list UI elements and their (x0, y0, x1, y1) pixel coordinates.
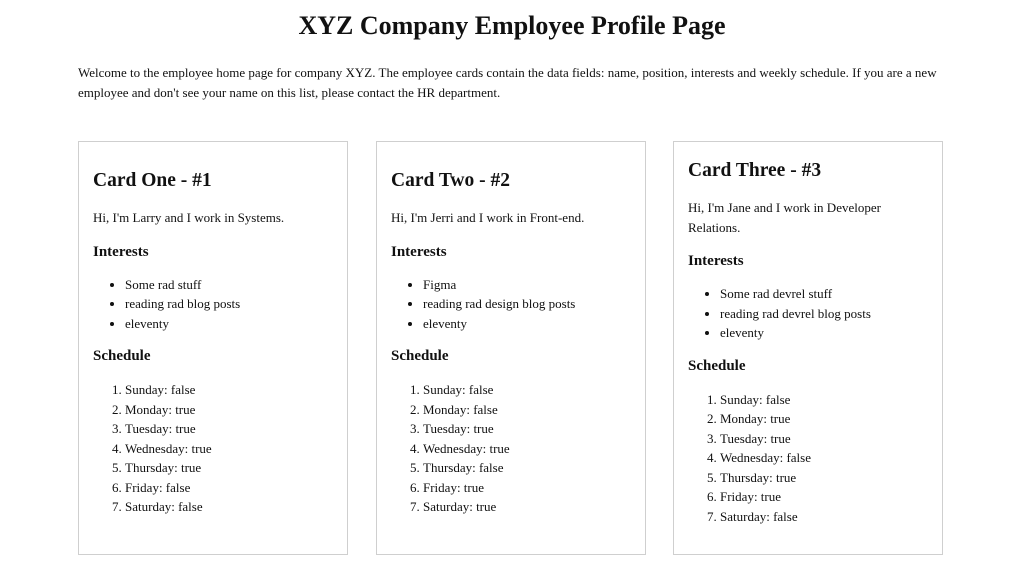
schedule-heading: Schedule (391, 348, 449, 364)
schedule-list: Sunday: false Monday: false Tuesday: tru… (391, 380, 631, 517)
interest-item: reading rad devrel blog posts (720, 304, 928, 324)
schedule-item: Saturday: false (720, 507, 928, 527)
schedule-item: Monday: true (125, 400, 333, 420)
card-bio: Hi, I'm Jane and I work in Developer Rel… (688, 200, 881, 235)
employee-card: Card One - #1 Hi, I'm Larry and I work i… (78, 141, 348, 555)
schedule-list: Sunday: false Monday: true Tuesday: true… (688, 390, 928, 527)
schedule-item: Wednesday: true (125, 439, 333, 459)
intro-paragraph: Welcome to the employee home page for co… (78, 65, 937, 100)
interests-heading: Interests (93, 243, 149, 260)
schedule-item: Saturday: true (423, 497, 631, 517)
interest-item: reading rad design blog posts (423, 294, 631, 314)
card-bio: Hi, I'm Larry and I work in Systems. (93, 210, 285, 225)
schedule-item: Wednesday: false (720, 448, 928, 468)
card-heading: Card Three - #3 (688, 160, 822, 181)
interest-item: eleventy (720, 323, 928, 343)
employee-card: Card Two - #2 Hi, I'm Jerri and I work i… (376, 141, 646, 555)
employee-card: Card Three - #3 Hi, I'm Jane and I work … (673, 141, 943, 555)
schedule-item: Tuesday: true (720, 429, 928, 449)
schedule-list: Sunday: false Monday: true Tuesday: true… (93, 380, 333, 517)
interests-list: Some rad stuff reading rad blog posts el… (93, 275, 333, 334)
employee-cards: Card One - #1 Hi, I'm Larry and I work i… (78, 141, 958, 561)
schedule-item: Wednesday: true (423, 439, 631, 459)
card-heading: Card One - #1 (93, 170, 212, 191)
interest-item: Some rad stuff (125, 275, 333, 295)
schedule-item: Thursday: false (423, 458, 631, 478)
schedule-item: Friday: false (125, 478, 333, 498)
schedule-item: Sunday: false (720, 390, 928, 410)
schedule-heading: Schedule (93, 348, 151, 364)
interest-item: eleventy (423, 314, 631, 334)
schedule-item: Sunday: false (423, 380, 631, 400)
interest-item: eleventy (125, 314, 333, 334)
schedule-item: Friday: true (720, 487, 928, 507)
interests-list: Some rad devrel stuff reading rad devrel… (688, 284, 928, 343)
interests-list: Figma reading rad design blog posts elev… (391, 275, 631, 334)
schedule-heading: Schedule (688, 357, 746, 374)
interests-heading: Interests (391, 243, 447, 260)
card-heading: Card Two - #2 (391, 170, 510, 191)
schedule-item: Thursday: true (125, 458, 333, 478)
schedule-item: Friday: true (423, 478, 631, 498)
card-bio: Hi, I'm Jerri and I work in Front-end. (391, 210, 585, 225)
schedule-item: Sunday: false (125, 380, 333, 400)
schedule-item: Tuesday: true (125, 419, 333, 439)
schedule-item: Thursday: true (720, 468, 928, 488)
schedule-item: Saturday: false (125, 497, 333, 517)
interest-item: Some rad devrel stuff (720, 284, 928, 304)
interests-heading: Interests (688, 253, 744, 269)
schedule-item: Tuesday: true (423, 419, 631, 439)
page-title: XYZ Company Employee Profile Page (298, 11, 726, 40)
schedule-item: Monday: true (720, 409, 928, 429)
schedule-item: Monday: false (423, 400, 631, 420)
interest-item: reading rad blog posts (125, 294, 333, 314)
interest-item: Figma (423, 275, 631, 295)
